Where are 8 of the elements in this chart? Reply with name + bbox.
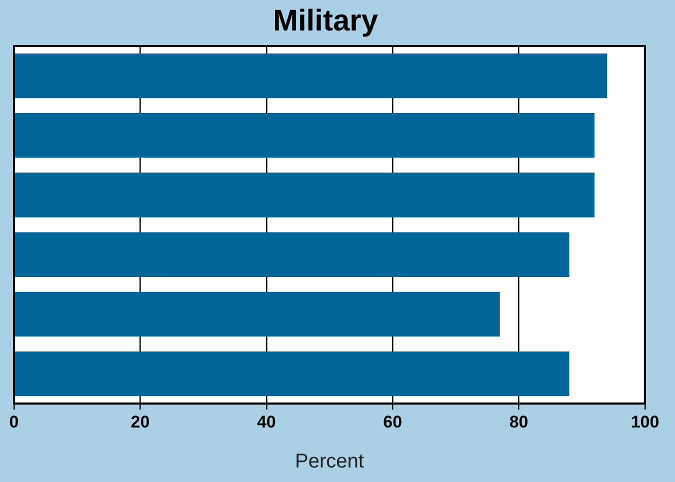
x-tick-label: 0 [9, 412, 19, 432]
x-tick-label: 20 [130, 412, 150, 432]
x-tick-label: 40 [256, 412, 276, 432]
x-tick-label: 80 [509, 412, 528, 432]
x-tick-label: 100 [630, 412, 660, 432]
x-tick-label: 60 [383, 412, 402, 432]
x-axis-title: Percent [295, 450, 364, 473]
chart-title: Military [272, 4, 378, 38]
